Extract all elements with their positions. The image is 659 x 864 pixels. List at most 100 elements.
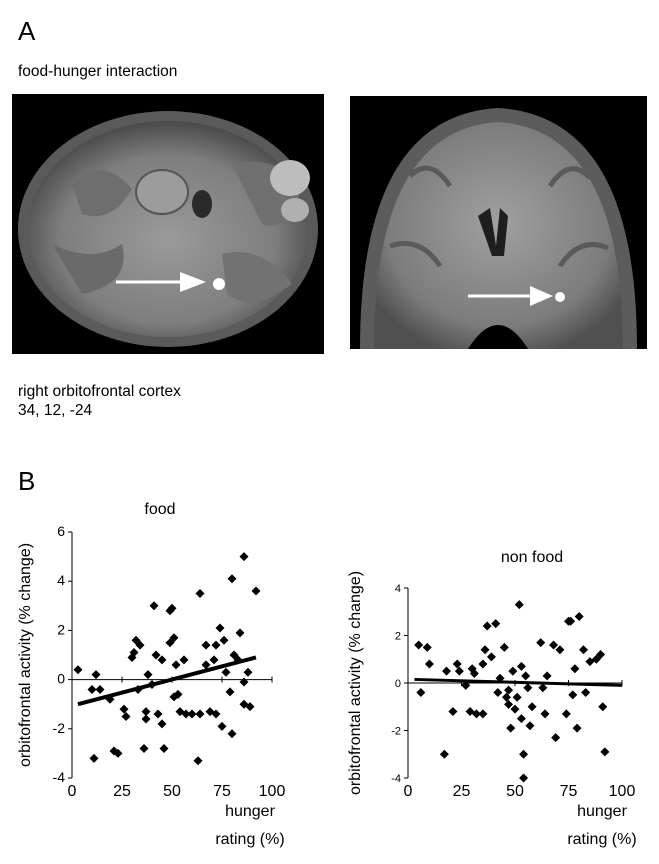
data-point <box>173 689 183 699</box>
data-point <box>195 589 205 598</box>
data-point <box>596 650 606 659</box>
regression-line <box>414 677 623 687</box>
data-point <box>493 688 503 697</box>
data-point <box>519 749 529 759</box>
data-point <box>139 743 149 753</box>
data-point <box>239 552 249 562</box>
y-tick-label: -2 <box>53 720 66 736</box>
activation-blob <box>555 292 565 302</box>
data-point <box>542 671 552 681</box>
data-point <box>193 756 203 766</box>
data-point <box>414 640 424 650</box>
y-tick-label: -4 <box>391 773 401 785</box>
x-tick-label: 50 <box>163 783 181 800</box>
data-point <box>442 666 452 676</box>
x-axis-label-line2: rating (%) <box>567 831 636 848</box>
x-tick-label: 75 <box>560 783 578 800</box>
data-point <box>113 748 123 758</box>
x-axis-label-line1: hunger <box>577 803 627 820</box>
data-point <box>151 650 161 660</box>
data-point <box>215 623 225 633</box>
data-point <box>239 699 249 709</box>
data-point <box>141 707 151 717</box>
data-point <box>179 655 189 665</box>
y-tick-label: 0 <box>57 671 65 687</box>
data-point <box>538 683 548 693</box>
data-point <box>482 621 492 631</box>
data-point <box>486 652 496 662</box>
regression-line <box>77 655 257 707</box>
panel-a-title: food-hunger interaction <box>18 63 178 80</box>
data-point <box>480 645 490 655</box>
y-axis-label: orbitofrontal activity (% change) <box>347 571 364 795</box>
data-point <box>506 723 516 733</box>
data-point <box>239 677 249 687</box>
data-point <box>574 612 584 621</box>
data-point <box>525 721 535 731</box>
y-tick-label: -2 <box>391 726 401 738</box>
data-point <box>95 684 105 694</box>
data-point <box>478 709 488 719</box>
data-point <box>540 709 550 719</box>
x-tick-label: 75 <box>213 783 231 800</box>
data-point <box>245 702 255 712</box>
data-point <box>448 707 458 716</box>
data-point <box>121 712 131 721</box>
chart-title: food <box>144 501 175 518</box>
data-point <box>521 671 531 681</box>
y-tick-label: 4 <box>395 583 401 595</box>
data-point <box>454 666 464 676</box>
data-point <box>209 655 219 665</box>
data-point <box>416 688 426 697</box>
data-point <box>570 664 580 674</box>
data-point <box>499 642 509 652</box>
data-point <box>422 642 432 652</box>
data-point <box>591 654 601 664</box>
data-point <box>439 749 449 759</box>
data-point <box>201 660 211 670</box>
data-point <box>205 707 215 717</box>
data-point <box>551 733 561 743</box>
data-point <box>561 709 571 719</box>
data-point <box>598 702 608 712</box>
data-point <box>129 648 139 658</box>
axial-mri-image <box>12 94 324 354</box>
data-point <box>243 667 253 677</box>
data-point <box>568 690 578 700</box>
data-point <box>578 645 588 655</box>
data-point <box>211 709 221 719</box>
data-point <box>461 680 471 690</box>
x-tick-label: 50 <box>506 783 524 800</box>
x-tick-label: 0 <box>404 783 413 800</box>
data-point <box>549 640 559 650</box>
data-point <box>469 669 479 678</box>
data-point <box>512 692 522 702</box>
y-axis-label: orbitofrontal activity (% change) <box>17 543 34 767</box>
data-point <box>73 665 83 675</box>
data-point <box>452 659 462 669</box>
data-point <box>536 638 546 648</box>
x-tick-label: 100 <box>259 783 286 800</box>
chart-title: non food <box>501 549 563 566</box>
y-tick-label: 6 <box>57 523 65 539</box>
data-point <box>217 721 227 731</box>
data-point <box>467 664 477 674</box>
data-point <box>523 683 533 693</box>
data-point <box>227 729 237 739</box>
data-point <box>471 709 481 719</box>
x-tick-label: 100 <box>609 783 636 800</box>
panel-b-letter: B <box>18 466 36 496</box>
data-point <box>141 714 151 724</box>
data-point <box>227 574 237 584</box>
data-point <box>211 640 221 650</box>
data-point <box>187 709 197 719</box>
data-point <box>119 704 129 714</box>
x-tick-label: 25 <box>453 783 471 800</box>
activation-blob <box>213 278 225 290</box>
data-point <box>181 709 191 719</box>
data-point <box>251 586 261 596</box>
x-axis-label-line1: hunger <box>225 803 275 820</box>
data-point <box>585 657 595 667</box>
y-tick-label: 2 <box>395 631 401 643</box>
data-point <box>600 747 610 757</box>
